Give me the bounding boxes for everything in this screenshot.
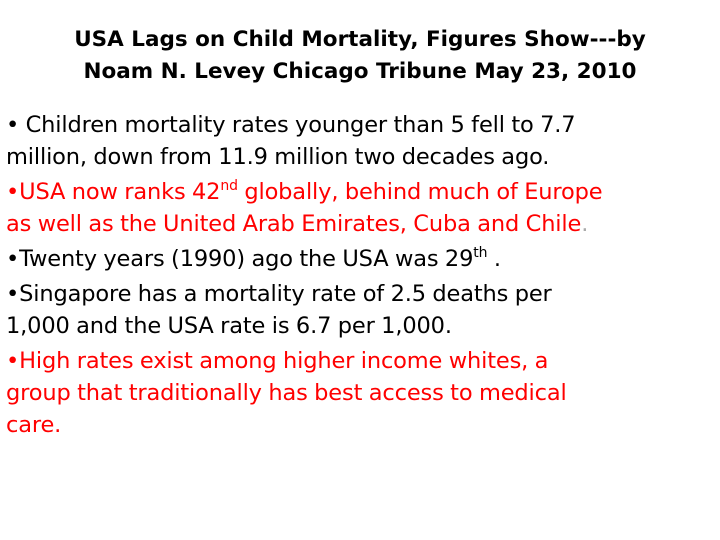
slide-title: USA Lags on Child Mortality, Figures Sho…: [20, 24, 700, 88]
bullet-text: .: [487, 246, 501, 272]
title-line-1: USA Lags on Child Mortality, Figures Sho…: [74, 27, 646, 52]
bullet-text: as well as the United Arab Emirates, Cub…: [6, 211, 582, 237]
bullet-text: High rates exist among higher income whi…: [19, 348, 549, 374]
bullet-line: 1,000 and the USA rate is 6.7 per 1,000.: [6, 313, 452, 339]
bullet-line: as well as the United Arab Emirates, Cub…: [6, 208, 714, 240]
bullet-text: globally, behind much of Europe: [237, 179, 603, 205]
ordinal-suffix: th: [473, 245, 488, 261]
bullet-text: Twenty years (1990) ago the USA was 29: [19, 246, 474, 272]
bullet-marker: •: [6, 348, 20, 374]
bullet-item-usa-rank: •USA now ranks 42nd globally, behind muc…: [6, 176, 714, 240]
bullet-marker: •: [6, 281, 20, 307]
bullet-text: Children mortality rates younger than 5 …: [25, 112, 576, 138]
bullet-marker: •: [6, 112, 26, 138]
bullet-item-singapore: •Singapore has a mortality rate of 2.5 d…: [6, 278, 714, 342]
bullet-line: care.: [6, 412, 62, 438]
bullet-line: group that traditionally has best access…: [6, 380, 567, 406]
bullet-line: •Twenty years (1990) ago the USA was 29t…: [6, 243, 714, 275]
bullet-marker: •: [6, 179, 20, 205]
bullet-marker: •: [6, 246, 20, 272]
bullet-line: million, down from 11.9 million two deca…: [6, 144, 550, 170]
bullet-text: Singapore has a mortality rate of 2.5 de…: [19, 281, 552, 307]
bullet-item-child-mortality: • Children mortality rates younger than …: [6, 109, 714, 173]
bullet-list: • Children mortality rates younger than …: [6, 109, 714, 444]
bullet-text: USA now ranks 42: [19, 179, 221, 205]
ordinal-suffix: nd: [220, 178, 238, 194]
bullet-line: •Singapore has a mortality rate of 2.5 d…: [6, 278, 714, 310]
title-line-2: Noam N. Levey Chicago Tribune May 23, 20…: [83, 59, 637, 84]
bullet-line: •High rates exist among higher income wh…: [6, 345, 714, 377]
bullet-item-twenty-years: •Twenty years (1990) ago the USA was 29t…: [6, 243, 714, 275]
bullet-line: • Children mortality rates younger than …: [6, 109, 714, 141]
bullet-item-high-rates: •High rates exist among higher income wh…: [6, 345, 714, 441]
trailing-period: .: [581, 211, 589, 237]
bullet-line: •USA now ranks 42nd globally, behind muc…: [6, 176, 714, 208]
